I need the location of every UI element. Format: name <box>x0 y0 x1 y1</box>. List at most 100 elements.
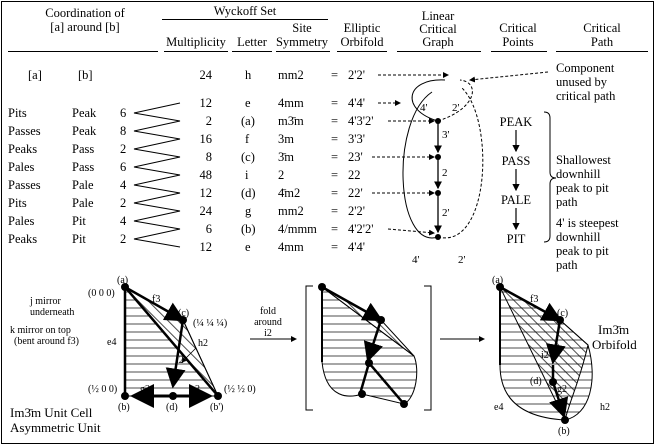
critical-point-peak: PEAK <box>499 115 533 129</box>
cell-coord-bp: (½ ½ 0) <box>224 384 256 395</box>
cell-label-b: (b) <box>118 402 130 413</box>
wyckoff-orb-1: 4'4' <box>348 96 366 110</box>
cell-label-c: (c) <box>178 308 189 319</box>
wyckoff-orb-5: 22 <box>348 168 361 182</box>
graph-label-6: 2' <box>458 254 466 266</box>
graph-label-0: 4' <box>420 102 428 114</box>
orbifold-to-graph-arrows <box>372 71 549 236</box>
orbifold-drawing: (a) f3 (c) i2 (d) g2 e4 h2 (b) <box>492 275 610 437</box>
critical-point-pale: PALE <box>500 193 532 207</box>
wyckoff-orb-3: 3'3' <box>348 132 366 146</box>
folding-drawing <box>305 283 432 411</box>
wyckoff-mult-3: 16 <box>199 132 213 146</box>
wyckoff-letter-6: (d) <box>241 186 256 200</box>
coord-row-3-b: Pass <box>72 142 95 156</box>
coord-b-header: [b] <box>78 68 93 82</box>
coord-row-1-a: Pits <box>8 106 27 120</box>
wyckoff-eq-6: = <box>331 186 339 200</box>
coord-row-5-b: Pale <box>72 178 94 192</box>
orb-label-b: (b) <box>558 426 570 437</box>
wyckoff-letter-8: (b) <box>241 222 256 236</box>
coord-row-7-b: Pit <box>72 214 86 228</box>
coord-row-2-b: Peak <box>72 124 97 138</box>
wyckoff-eq-2: = <box>331 114 339 128</box>
coord-row-8-a: Peaks <box>8 232 38 246</box>
wyckoff-letter-1: e <box>245 96 251 110</box>
coord-a-header: [a] <box>28 68 42 82</box>
orbifold-title-1: Im3̄m <box>598 322 630 337</box>
header-graph: Graph <box>422 35 454 49</box>
rule-points <box>491 51 547 52</box>
mirror-j-1: j mirror <box>30 296 61 307</box>
note-shallowest-3: peak to pit <box>556 181 609 195</box>
coord-row-8-b: Pit <box>72 232 86 246</box>
coord-row-8-n: 2 <box>120 232 127 246</box>
wyckoff-eq-8: = <box>331 222 339 236</box>
graph-node-c <box>435 154 441 160</box>
wyckoff-sym-8: 4/mmm <box>278 222 317 236</box>
header-letter: Letter <box>237 35 267 49</box>
wyckoff-mult-0: 24 <box>199 68 213 82</box>
rule-letter <box>232 51 272 52</box>
wyckoff-orb-0: 2'2' <box>348 68 366 82</box>
coord-row-4-b: Pass <box>72 160 95 174</box>
wyckoff-orb-9: 4'4' <box>348 240 366 254</box>
cell-label-a: (a) <box>117 275 128 286</box>
wyckoff-sym-0: mm2 <box>278 68 304 82</box>
critical-point-pass: PASS <box>501 154 531 168</box>
wyckoff-mult-1: 12 <box>199 96 213 110</box>
wyckoff-mult-9: 12 <box>199 240 213 254</box>
wyckoff-orb-8: 4'2'2' <box>348 222 374 236</box>
fold-label-1: fold <box>259 306 277 317</box>
wyckoff-orb-2: 4'3'2' <box>348 114 374 128</box>
fold-label-3: i2 <box>264 328 272 339</box>
rule-symmetry <box>276 51 330 52</box>
note-unused-2: unused by <box>556 75 608 89</box>
wyckoff-sym-1: 4mm <box>278 96 304 110</box>
coord-row-1-b: Peak <box>72 106 97 120</box>
wyckoff-sym-6: 4̄m2 <box>278 186 301 200</box>
coord-row-5-a: Passes <box>8 178 41 192</box>
note-unused-3: critical path <box>556 89 616 103</box>
wyckoff-letter-2: (a) <box>241 114 255 128</box>
unit-cell-drawing: (a) (0 0 0) f3 (c) (¼ ¼ ¼) e4 h2 i2 (½ 0… <box>88 275 256 413</box>
cell-coord-a: (0 0 0) <box>88 288 115 299</box>
cell-label-e4: e4 <box>107 337 116 348</box>
coord-row-4-n: 6 <box>120 160 127 174</box>
wyckoff-rule <box>162 19 328 20</box>
wyckoff-eq-4: = <box>331 150 339 164</box>
wyckoff-eq-7: = <box>331 204 339 218</box>
wyckoff-letter-4: (c) <box>241 150 255 164</box>
coord-row-6-a: Pits <box>8 196 27 210</box>
wyckoff-mult-7: 24 <box>199 204 213 218</box>
graph-label-3: 2 <box>442 167 448 179</box>
orb-label-h2: h2 <box>600 402 610 413</box>
cell-node-b <box>121 392 129 400</box>
cell-node-bp <box>214 392 222 400</box>
wyckoff-letter-9: e <box>245 240 251 254</box>
header-critical: Critical <box>419 22 457 36</box>
mirror-j-2: underneath <box>30 307 75 318</box>
cell-node-c <box>179 316 187 324</box>
header-orbifold: Orbifold <box>340 35 384 49</box>
cell-label-f3: f3 <box>152 294 160 305</box>
coord-row-7-a: Pales <box>8 214 35 228</box>
coord-row-2-n: 8 <box>120 124 127 138</box>
cell-coord-b: (½ 0 0) <box>88 384 117 395</box>
critical-graph-loops <box>402 79 484 239</box>
graph-label-2: 3' <box>442 129 450 141</box>
header-elliptic: Elliptic <box>343 21 381 35</box>
wyckoff-orb-6: 22' <box>348 186 363 200</box>
header-symmetry: Symmetry <box>275 35 329 49</box>
orb-label-c: (c) <box>557 308 568 319</box>
wyckoff-sym-4: 3̄m <box>278 150 294 164</box>
orb-label-g2: g2 <box>557 384 567 395</box>
header-coordination-2: [a] around [b] <box>50 20 120 34</box>
critical-point-pit: PIT <box>506 232 526 246</box>
wyckoff-letter-3: f <box>245 132 250 146</box>
critical-graph-labels: 4' 2' 3' 2 2' 4' 2' <box>412 102 466 266</box>
graph-node-b <box>435 234 441 240</box>
orb-label-i2: i2 <box>541 350 549 361</box>
coord-row-4-a: Pales <box>8 160 35 174</box>
